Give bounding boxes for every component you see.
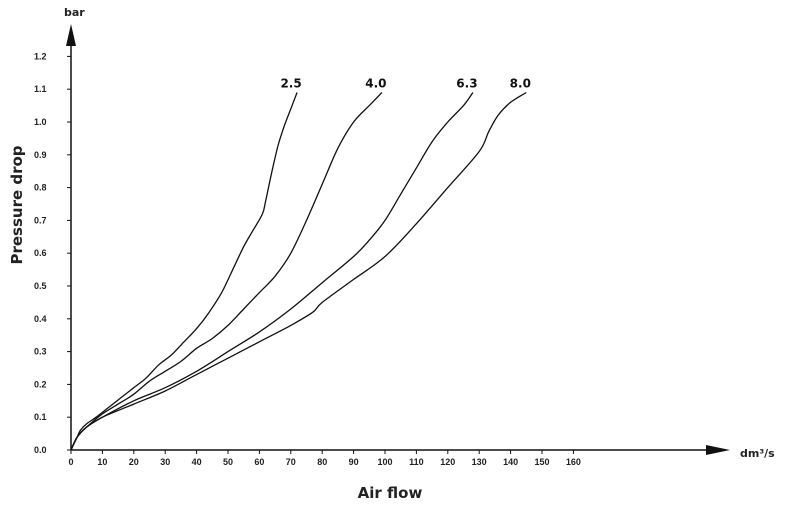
y-tick-label: 1.2 bbox=[34, 51, 47, 61]
y-axis-title: Pressure drop bbox=[8, 145, 26, 264]
x-axis bbox=[71, 445, 730, 455]
series-label-4.0: 4.0 bbox=[365, 76, 386, 90]
y-axis-arrow-icon bbox=[66, 24, 76, 46]
x-axis-title: Air flow bbox=[358, 484, 423, 502]
y-tick-label: 0.7 bbox=[34, 215, 47, 225]
y-tick-label: 0.4 bbox=[34, 314, 47, 324]
x-tick-label: 100 bbox=[377, 457, 392, 467]
x-tick-label: 160 bbox=[566, 457, 581, 467]
y-tick-label: 0.2 bbox=[34, 379, 47, 389]
y-axis bbox=[66, 24, 76, 450]
x-tick-label: 20 bbox=[129, 457, 139, 467]
x-tick-labels: 0 10 20 30 40 50 60 70 80 90 100 110 120 130 140 150 160 bbox=[68, 450, 581, 467]
y-tick-label: 0.6 bbox=[34, 248, 47, 258]
y-tick-label: 0.1 bbox=[34, 412, 47, 422]
x-tick-label: 140 bbox=[503, 457, 518, 467]
y-tick-label: 0.0 bbox=[34, 445, 47, 455]
x-tick-label: 110 bbox=[409, 457, 424, 467]
series-label-8.0: 8.0 bbox=[510, 76, 531, 90]
y-tick-label: 0.8 bbox=[34, 183, 47, 193]
x-tick-label: 70 bbox=[286, 457, 296, 467]
y-tick-labels: 0.0 0.1 0.2 0.3 0.4 0.5 0.6 0.7 0.8 0.9 1.0 1.1 1.2 bbox=[34, 51, 71, 455]
series-line-8.0 bbox=[70, 91, 527, 451]
y-tick-label: 0.5 bbox=[34, 281, 47, 291]
x-tick-label: 80 bbox=[317, 457, 327, 467]
series-curves bbox=[70, 91, 527, 451]
x-axis-unit: dm³/s bbox=[740, 447, 775, 460]
series-line-4.0 bbox=[70, 92, 383, 451]
y-tick-label: 1.0 bbox=[34, 117, 47, 127]
x-tick-label: 30 bbox=[160, 457, 170, 467]
x-tick-label: 50 bbox=[223, 457, 233, 467]
x-tick-label: 40 bbox=[192, 457, 202, 467]
y-tick-label: 1.1 bbox=[34, 84, 47, 94]
x-tick-label: 150 bbox=[534, 457, 549, 467]
y-axis-unit: bar bbox=[64, 6, 85, 19]
series-line-2.5 bbox=[70, 92, 298, 451]
y-tick-label: 0.9 bbox=[34, 150, 47, 160]
x-tick-label: 0 bbox=[68, 457, 73, 467]
series-label-6.3: 6.3 bbox=[456, 76, 477, 90]
series-label-2.5: 2.5 bbox=[280, 76, 301, 90]
x-tick-label: 120 bbox=[440, 457, 455, 467]
x-axis-arrow-icon bbox=[706, 445, 730, 455]
x-tick-label: 10 bbox=[97, 457, 107, 467]
series-labels: 2.5 4.0 6.3 8.0 bbox=[280, 76, 530, 90]
x-tick-label: 130 bbox=[472, 457, 487, 467]
x-tick-label: 60 bbox=[254, 457, 264, 467]
x-tick-label: 90 bbox=[349, 457, 359, 467]
y-tick-label: 0.3 bbox=[34, 347, 47, 357]
